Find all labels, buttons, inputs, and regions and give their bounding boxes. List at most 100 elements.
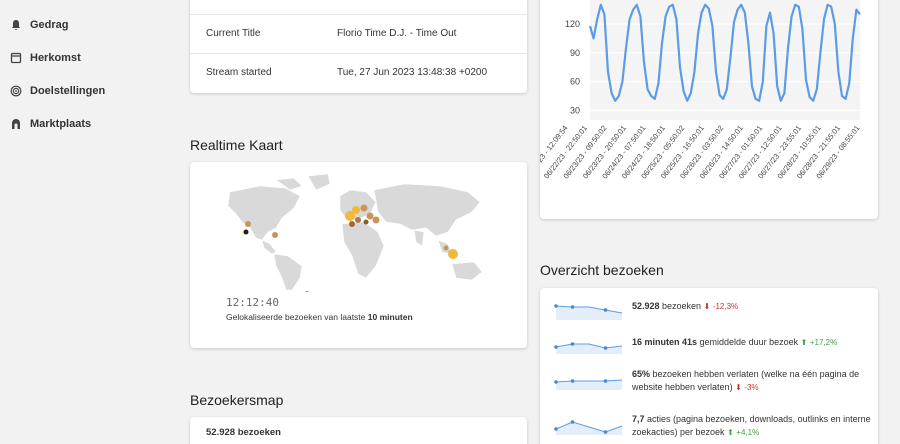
realtime-map-card: 12:12:40 Gelokaliseerde bezoeken van laa… — [190, 162, 527, 348]
sparkline-area — [556, 422, 622, 435]
sparkline — [554, 304, 623, 320]
sparkline-point — [554, 380, 558, 384]
y-tick-label: 30 — [570, 105, 580, 115]
sidebar-item-label: Doelstellingen — [30, 85, 106, 97]
map-marker[interactable] — [304, 291, 310, 292]
overview-change: +4,1% — [736, 428, 760, 437]
sidebar-item-gedrag[interactable]: Gedrag — [10, 15, 69, 35]
row-divider — [190, 53, 527, 54]
sidebar-item-label: Marktplaats — [30, 118, 92, 130]
sparkline-point — [603, 430, 608, 434]
map-caption-duration: 10 minuten — [367, 312, 413, 322]
row-key: Stream started — [206, 67, 272, 78]
overview-text: 65% bezoeken hebben verlaten (welke na é… — [632, 368, 872, 394]
overview-value: 7,7 — [632, 414, 645, 424]
overview-value: 52.928 — [632, 301, 660, 311]
map-marker[interactable] — [360, 204, 368, 212]
sparkline-point — [570, 342, 575, 346]
overview-change: +17,2% — [809, 338, 838, 347]
sparkline-line — [555, 421, 623, 433]
realtime-map-title: Realtime Kaart — [190, 137, 283, 153]
sparkline-line — [555, 305, 623, 314]
y-tick-label: 120 — [565, 19, 580, 29]
bezoekersmap-title: Bezoekersmap — [190, 392, 284, 408]
map-marker[interactable] — [355, 217, 361, 223]
sparkline — [554, 342, 623, 354]
overview-change: -3% — [744, 383, 759, 392]
map-marker[interactable] — [345, 211, 355, 221]
sparkline-point — [554, 304, 558, 308]
y-tick-label: 90 — [570, 48, 580, 58]
row-key: Current Title — [206, 28, 261, 39]
sparkline-line — [555, 379, 623, 383]
overview-row-visits[interactable]: 52.928 bezoeken ⬇ -12,3% — [554, 298, 874, 320]
visit-markers — [243, 204, 458, 292]
map-marker[interactable] — [372, 216, 380, 224]
map-marker[interactable] — [363, 219, 369, 225]
overview-row-bounce[interactable]: 65% bezoeken hebben verlaten (welke na é… — [554, 368, 874, 394]
overview-change: -12,3% — [712, 302, 739, 311]
overview-title: Overzicht bezoeken — [540, 262, 664, 278]
row-value: Tue, 27 Jun 2023 13:48:38 +0200 — [337, 67, 488, 78]
sparkline — [554, 379, 623, 390]
plot-area — [590, 0, 860, 120]
overview-row-duration[interactable]: 16 minuten 41s gemiddelde duur bezoek ⬆ … — [554, 332, 874, 354]
sparkline-point — [603, 346, 608, 350]
sparkline-point — [554, 345, 558, 349]
bezoekersmap-summary: 52.928 bezoeken — [206, 427, 281, 438]
table-row: Current Title Florio Time D.J. - Time Ou… — [190, 14, 527, 53]
overview-text: 16 minuten 41s gemiddelde duur bezoek ⬆ … — [632, 336, 872, 349]
sparkline-point — [603, 379, 608, 383]
overview-value: 16 minuten 41s — [632, 337, 698, 347]
map-marker[interactable] — [243, 229, 249, 235]
map-marker[interactable] — [245, 221, 251, 227]
table-row: Stream started Tue, 27 Jun 2023 13:48:38… — [190, 53, 527, 92]
map-caption: Gelokaliseerde bezoeken van laatste 10 m… — [226, 312, 413, 322]
overview-value: 65% — [632, 369, 651, 379]
puzzle-icon — [12, 119, 20, 129]
sparkline-point — [570, 379, 575, 383]
sidebar-item-marktplaats[interactable]: Marktplaats — [10, 114, 91, 134]
arrow-up-icon: ⬆ — [727, 428, 734, 437]
series-line — [588, 3, 861, 102]
sidebar-item-doelstellingen[interactable]: Doelstellingen — [10, 81, 105, 101]
world-map — [227, 173, 483, 292]
overview-label: acties (pagina bezoeken, downloads, outl… — [632, 414, 871, 437]
sparkline-point — [603, 308, 608, 312]
map-marker[interactable] — [349, 221, 355, 227]
arrow-down-icon: ⬇ — [735, 383, 742, 392]
target-icon — [10, 85, 22, 97]
map-marker[interactable] — [443, 245, 449, 251]
bell-icon — [12, 20, 20, 30]
stream-info-card: Current Title Florio Time D.J. - Time Ou… — [190, 0, 527, 93]
map-marker[interactable] — [448, 249, 458, 259]
sparkline — [554, 420, 623, 435]
map-marker[interactable] — [352, 206, 360, 214]
sparkline-area — [556, 344, 622, 354]
window-icon — [10, 52, 22, 64]
listeners-chart-card: 30 60 90 120 06/22/23 - 12:09:54 06/22/23 - 2… — [522, 0, 878, 219]
overview-label: gemiddelde duur bezoek — [697, 337, 799, 347]
row-value: Florio Time D.J. - Time Out — [337, 28, 457, 39]
y-tick-label: 60 — [570, 77, 580, 87]
map-marker[interactable] — [272, 232, 278, 238]
sidebar: Gedrag Herkomst Doelstellingen Marktplaa… — [0, 0, 170, 444]
sidebar-item-label: Herkomst — [30, 52, 81, 64]
overview-label: bezoeken hebben verlaten (welke na één p… — [632, 369, 860, 392]
sparkline-point — [570, 305, 575, 309]
arrow-down-icon: ⬇ — [703, 302, 711, 311]
arrow-up-icon: ⬆ — [800, 338, 808, 347]
overview-card: 52.928 bezoeken ⬇ -12,3% 16 minuten 41s … — [540, 288, 878, 444]
map-clock: 12:12:40 — [226, 296, 279, 309]
sidebar-item-label: Gedrag — [30, 19, 69, 31]
sidebar-item-herkomst[interactable]: Herkomst — [10, 48, 81, 68]
sparkline-area — [556, 306, 622, 320]
sparkline-point — [570, 420, 575, 424]
row-divider — [190, 14, 527, 15]
overview-text: 52.928 bezoeken ⬇ -12,3% — [632, 300, 872, 313]
map-marker[interactable] — [366, 212, 374, 220]
overview-row-actions[interactable]: 7,7 acties (pagina bezoeken, downloads, … — [554, 413, 874, 439]
bezoekersmap-card: 52.928 bezoeken — [190, 417, 527, 444]
overview-text: 7,7 acties (pagina bezoeken, downloads, … — [632, 413, 872, 439]
